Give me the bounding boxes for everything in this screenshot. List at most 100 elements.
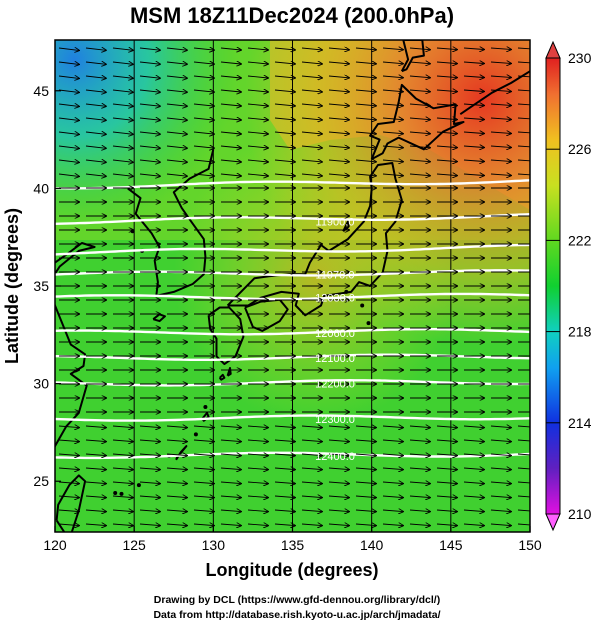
wind-arrow (112, 104, 133, 106)
wind-arrow (166, 426, 187, 428)
wind-arrow (58, 174, 79, 176)
wind-arrow (355, 510, 376, 512)
wind-arrow (463, 454, 484, 456)
wind-arrow (409, 426, 430, 428)
wind-arrow (436, 90, 457, 92)
wind-arrow (490, 482, 511, 484)
wind-arrow (463, 146, 484, 148)
colorbar-tick-label: 222 (568, 232, 592, 248)
wind-arrow (193, 132, 214, 134)
wind-arrow (409, 76, 430, 78)
wind-arrow (58, 62, 79, 64)
wind-arrow (301, 468, 322, 470)
wind-arrow (220, 90, 241, 92)
wind-arrow (220, 454, 241, 456)
wind-arrow (382, 76, 403, 78)
wind-arrow (517, 159, 530, 162)
wind-arrow (463, 90, 484, 92)
wind-arrow (382, 160, 403, 162)
wind-arrow (301, 132, 322, 134)
wind-arrow (112, 454, 133, 456)
island-dot (360, 303, 365, 308)
wind-arrow (112, 132, 133, 134)
wind-arrow (355, 174, 376, 176)
wind-arrow (220, 496, 241, 498)
wind-arrow (139, 468, 160, 470)
wind-arrow (328, 440, 349, 442)
wind-arrow (247, 482, 268, 484)
wind-arrow (490, 118, 511, 120)
wind-arrow (301, 510, 322, 512)
colorbar-tick-label: 214 (568, 415, 592, 431)
wind-arrow (274, 62, 295, 64)
wind-arrow (139, 104, 160, 106)
wind-arrow (436, 76, 457, 78)
wind-arrow (301, 496, 322, 498)
wind-arrow (220, 174, 241, 176)
wind-arrow (247, 48, 268, 50)
wind-arrow (112, 146, 133, 148)
wind-arrow (193, 118, 214, 120)
wind-arrow (436, 426, 457, 428)
wind-arrow (517, 439, 530, 442)
wind-arrow (247, 440, 268, 442)
wind-arrow (193, 76, 214, 78)
wind-arrow (382, 510, 403, 512)
wind-arrow (517, 47, 530, 50)
wind-arrow (436, 146, 457, 148)
island-dot (193, 432, 198, 437)
wind-arrow (328, 496, 349, 498)
contour-line (55, 179, 530, 190)
wind-arrow (85, 482, 106, 484)
x-tick-label: 120 (43, 537, 67, 553)
wind-arrow (382, 426, 403, 428)
wind-arrow (409, 160, 430, 162)
wind-arrow (436, 104, 457, 106)
wind-arrow (409, 146, 430, 148)
wind-arrow (85, 524, 106, 526)
wind-arrow (166, 482, 187, 484)
wind-arrow (85, 454, 106, 456)
wind-arrow (58, 160, 79, 162)
wind-arrow (85, 146, 106, 148)
wind-arrow (517, 103, 530, 106)
wind-arrow (220, 524, 241, 526)
wind-arrow (463, 440, 484, 442)
wind-arrow (58, 76, 79, 78)
wind-arrow (328, 104, 349, 106)
wind-vectors (58, 47, 530, 540)
wind-arrow (301, 524, 322, 526)
y-tick-label: 40 (33, 180, 49, 196)
wind-arrow (220, 160, 241, 162)
wind-arrow (382, 496, 403, 498)
wind-arrow (301, 482, 322, 484)
wind-arrow (220, 62, 241, 64)
wind-arrow (490, 496, 511, 498)
coastline-segment (175, 445, 188, 461)
wind-arrow (193, 454, 214, 456)
wind-arrow (274, 132, 295, 134)
wind-arrow (409, 48, 430, 50)
wind-arrow (517, 117, 530, 120)
wind-arrow (328, 160, 349, 162)
wind-arrow (274, 426, 295, 428)
colorbar-tick-label: 218 (568, 324, 592, 340)
wind-arrow (247, 104, 268, 106)
wind-arrow (436, 440, 457, 442)
wind-arrow (464, 538, 484, 540)
wind-arrow (329, 538, 349, 540)
wind-arrow (328, 426, 349, 428)
colorbar-bottom-triangle (545, 513, 561, 532)
wind-arrow (463, 524, 484, 526)
wind-arrow (248, 538, 268, 540)
wind-arrow (436, 468, 457, 470)
wind-arrow (220, 146, 241, 148)
wind-arrow (139, 62, 160, 64)
wind-arrow (274, 146, 295, 148)
wind-arrow (490, 174, 511, 176)
wind-arrow (328, 48, 349, 50)
wind-arrow (517, 467, 530, 470)
wind-arrow (355, 62, 376, 64)
wind-arrow (139, 118, 160, 120)
contour-labels: 11900.0 11970.0 12030.0 12060.0 12100.0 12200… (315, 217, 355, 463)
